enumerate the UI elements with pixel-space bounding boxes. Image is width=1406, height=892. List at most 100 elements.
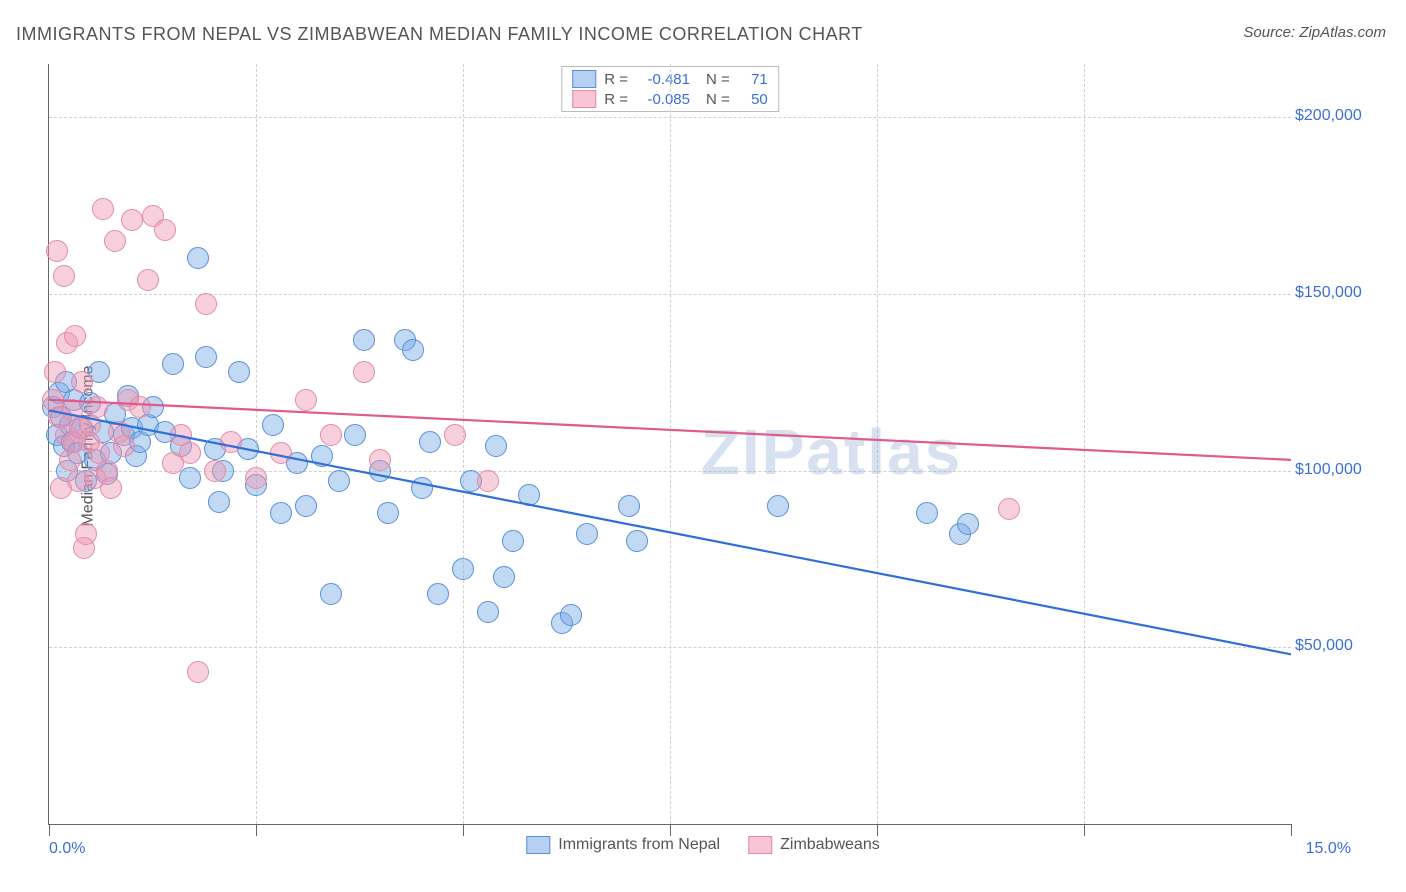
legend-series-item: Immigrants from Nepal <box>526 836 720 854</box>
scatter-point-nepal <box>452 558 474 580</box>
scatter-point-nepal <box>485 435 507 457</box>
scatter-point-zimb <box>187 661 209 683</box>
x-tick-mark <box>1084 824 1085 836</box>
scatter-point-nepal <box>493 566 515 588</box>
scatter-point-zimb <box>195 293 217 315</box>
scatter-point-nepal <box>402 339 424 361</box>
legend-series-item: Zimbabweans <box>748 836 880 854</box>
chart-title: IMMIGRANTS FROM NEPAL VS ZIMBABWEAN MEDI… <box>16 24 863 45</box>
scatter-point-nepal <box>344 424 366 446</box>
scatter-point-nepal <box>353 329 375 351</box>
scatter-point-zimb <box>121 209 143 231</box>
scatter-point-nepal <box>419 431 441 453</box>
scatter-point-nepal <box>411 477 433 499</box>
y-tick-label: $100,000 <box>1295 461 1371 479</box>
scatter-point-zimb <box>444 424 466 446</box>
x-tick-label: 0.0% <box>49 840 85 858</box>
legend-r-label: R = <box>604 91 628 108</box>
x-tick-mark <box>877 824 878 836</box>
scatter-point-nepal <box>270 502 292 524</box>
gridline-vertical <box>1084 64 1085 824</box>
scatter-point-nepal <box>560 604 582 626</box>
scatter-point-nepal <box>626 530 648 552</box>
scatter-point-zimb <box>477 470 499 492</box>
scatter-point-nepal <box>767 495 789 517</box>
y-tick-label: $150,000 <box>1295 284 1371 302</box>
scatter-point-nepal <box>957 513 979 535</box>
legend-swatch <box>572 70 596 88</box>
scatter-point-zimb <box>100 477 122 499</box>
x-tick-mark <box>256 824 257 836</box>
scatter-point-zimb <box>295 389 317 411</box>
scatter-point-zimb <box>129 396 151 418</box>
scatter-point-zimb <box>92 198 114 220</box>
scatter-point-zimb <box>104 230 126 252</box>
scatter-point-nepal <box>576 523 598 545</box>
scatter-point-zimb <box>154 219 176 241</box>
scatter-point-zimb <box>320 424 342 446</box>
legend-series: Immigrants from Nepal Zimbabweans <box>526 836 879 854</box>
scatter-plot: R =-0.481N =71R =-0.085N =50 $50,000$100… <box>48 64 1291 825</box>
legend-r-label: R = <box>604 71 628 88</box>
legend-swatch <box>748 836 772 854</box>
source-attribution: Source: ZipAtlas.com <box>1243 24 1386 41</box>
scatter-point-nepal <box>295 495 317 517</box>
x-tick-label: 15.0% <box>1306 840 1351 858</box>
scatter-point-zimb <box>86 396 108 418</box>
scatter-point-zimb <box>71 371 93 393</box>
scatter-point-nepal <box>162 353 184 375</box>
legend-n-value: 50 <box>738 91 768 108</box>
scatter-point-zimb <box>998 498 1020 520</box>
legend-n-value: 71 <box>738 71 768 88</box>
legend-n-label: N = <box>706 71 730 88</box>
scatter-point-nepal <box>502 530 524 552</box>
x-tick-mark <box>49 824 50 836</box>
source-name: ZipAtlas.com <box>1299 24 1386 41</box>
scatter-point-nepal <box>228 361 250 383</box>
scatter-point-zimb <box>75 523 97 545</box>
watermark: ZIPatlas <box>701 415 962 489</box>
scatter-point-nepal <box>311 445 333 467</box>
scatter-point-nepal <box>377 502 399 524</box>
scatter-point-zimb <box>113 435 135 457</box>
scatter-point-zimb <box>64 325 86 347</box>
scatter-point-nepal <box>518 484 540 506</box>
scatter-point-nepal <box>195 346 217 368</box>
gridline-vertical <box>877 64 878 824</box>
scatter-point-zimb <box>204 460 226 482</box>
legend-series-label: Zimbabweans <box>780 836 880 854</box>
scatter-point-zimb <box>369 449 391 471</box>
legend-r-value: -0.481 <box>636 71 690 88</box>
scatter-point-zimb <box>46 240 68 262</box>
legend-n-label: N = <box>706 91 730 108</box>
scatter-point-nepal <box>320 583 342 605</box>
scatter-point-nepal <box>328 470 350 492</box>
y-tick-label: $50,000 <box>1295 637 1371 655</box>
x-tick-mark <box>1291 824 1292 836</box>
scatter-point-nepal <box>208 491 230 513</box>
x-tick-mark <box>463 824 464 836</box>
source-prefix: Source: <box>1243 24 1299 41</box>
scatter-point-zimb <box>220 431 242 453</box>
scatter-point-nepal <box>477 601 499 623</box>
legend-r-value: -0.085 <box>636 91 690 108</box>
y-tick-label: $200,000 <box>1295 107 1371 125</box>
x-tick-mark <box>670 824 671 836</box>
legend-swatch <box>526 836 550 854</box>
scatter-point-zimb <box>353 361 375 383</box>
scatter-point-zimb <box>270 442 292 464</box>
gridline-vertical <box>670 64 671 824</box>
scatter-point-zimb <box>53 265 75 287</box>
scatter-point-zimb <box>44 361 66 383</box>
legend-series-label: Immigrants from Nepal <box>558 836 720 854</box>
scatter-point-zimb <box>179 442 201 464</box>
scatter-point-nepal <box>427 583 449 605</box>
gridline-vertical <box>463 64 464 824</box>
scatter-point-nepal <box>618 495 640 517</box>
scatter-point-nepal <box>916 502 938 524</box>
scatter-point-zimb <box>137 269 159 291</box>
scatter-point-nepal <box>262 414 284 436</box>
legend-swatch <box>572 90 596 108</box>
scatter-point-zimb <box>245 467 267 489</box>
scatter-point-nepal <box>187 247 209 269</box>
